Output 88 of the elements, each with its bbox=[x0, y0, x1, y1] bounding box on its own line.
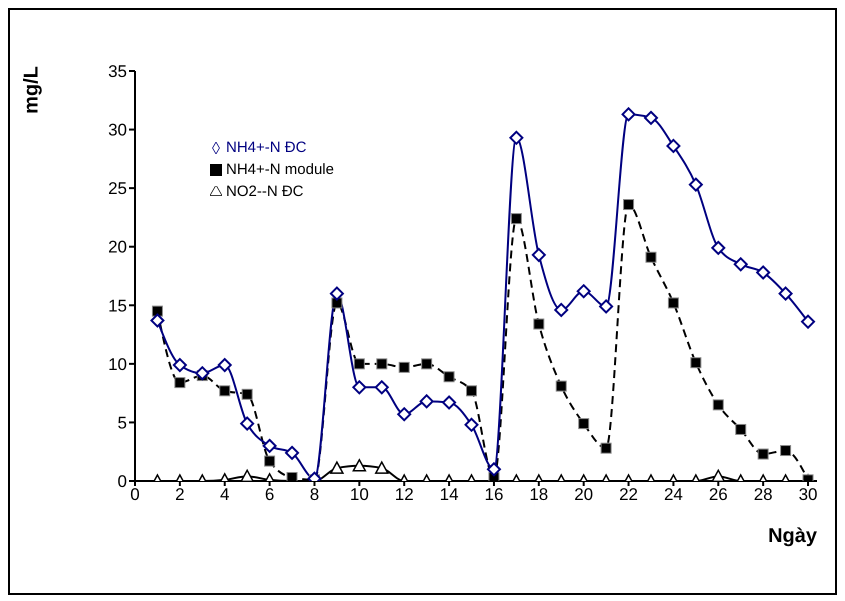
point bbox=[152, 306, 163, 317]
point bbox=[644, 110, 658, 125]
x-tick-label: 14 bbox=[440, 485, 459, 504]
point bbox=[735, 424, 746, 435]
point bbox=[421, 358, 432, 370]
point bbox=[734, 257, 748, 272]
point bbox=[623, 199, 634, 210]
x-tick-label: 18 bbox=[529, 485, 548, 504]
point bbox=[666, 138, 680, 153]
x-tick-label: 12 bbox=[394, 485, 414, 504]
x-tick-label: 0 bbox=[130, 485, 140, 504]
point bbox=[264, 456, 276, 467]
legend-label: NH4+-N ĐC bbox=[226, 139, 306, 156]
point bbox=[622, 107, 636, 122]
y-tick-label: 0 bbox=[118, 472, 127, 492]
y-tick-label: 20 bbox=[108, 238, 127, 257]
x-tick-label: 22 bbox=[619, 485, 638, 504]
point bbox=[195, 366, 210, 380]
point bbox=[711, 240, 726, 255]
point bbox=[668, 297, 679, 308]
legend-label: NO2--N ĐC bbox=[226, 183, 304, 200]
x-tick-label: 10 bbox=[350, 485, 369, 504]
point bbox=[780, 445, 792, 456]
point bbox=[218, 358, 232, 372]
point bbox=[352, 380, 366, 394]
point bbox=[486, 462, 501, 476]
point bbox=[756, 265, 770, 280]
point bbox=[712, 470, 726, 481]
x-tick-label: 16 bbox=[484, 485, 504, 504]
point bbox=[398, 362, 410, 373]
point bbox=[174, 377, 186, 388]
point bbox=[330, 461, 344, 474]
point bbox=[219, 385, 230, 396]
point bbox=[801, 314, 816, 329]
x-tick-label: 8 bbox=[310, 485, 320, 504]
y-tick-label: 30 bbox=[108, 120, 127, 140]
x-tick-label: 6 bbox=[264, 485, 274, 504]
point bbox=[690, 357, 702, 368]
point bbox=[444, 371, 455, 382]
point bbox=[532, 248, 546, 262]
point bbox=[150, 314, 164, 328]
y-tick-label: 35 bbox=[108, 62, 127, 82]
y-tick-label: 10 bbox=[108, 354, 127, 374]
point bbox=[242, 388, 253, 400]
x-axis-title: Ngày bbox=[768, 525, 817, 548]
point bbox=[376, 358, 388, 370]
point bbox=[420, 394, 434, 408]
point bbox=[778, 286, 793, 301]
point bbox=[533, 318, 544, 330]
point bbox=[330, 286, 344, 301]
point bbox=[576, 284, 591, 298]
point bbox=[510, 213, 522, 224]
point bbox=[554, 302, 568, 317]
x-tick-label: 4 bbox=[220, 485, 230, 504]
point bbox=[331, 297, 342, 308]
point bbox=[240, 470, 254, 481]
point bbox=[262, 438, 277, 453]
point bbox=[509, 130, 524, 145]
point bbox=[397, 407, 412, 422]
point bbox=[442, 396, 456, 410]
y-tick-label: 5 bbox=[118, 413, 127, 432]
x-tick-label: 2 bbox=[175, 485, 185, 504]
point bbox=[466, 385, 478, 396]
y-tick-label: 25 bbox=[108, 179, 127, 198]
point bbox=[600, 442, 612, 454]
point bbox=[556, 380, 567, 392]
point bbox=[240, 416, 254, 431]
x-tick-label: 28 bbox=[754, 485, 773, 504]
point bbox=[599, 299, 614, 314]
point bbox=[688, 178, 703, 192]
x-tick-label: 30 bbox=[798, 485, 818, 504]
point bbox=[712, 399, 724, 410]
y-tick-label: 15 bbox=[108, 296, 127, 316]
point bbox=[758, 448, 769, 460]
point bbox=[354, 358, 365, 370]
point bbox=[172, 358, 187, 372]
point bbox=[464, 418, 479, 432]
point bbox=[352, 459, 366, 472]
point bbox=[374, 380, 389, 394]
point bbox=[285, 446, 300, 460]
point bbox=[645, 252, 656, 263]
point bbox=[375, 461, 389, 474]
legend-label: NH4+-N module bbox=[226, 161, 334, 178]
x-tick-label: 24 bbox=[664, 485, 683, 504]
x-tick-label: 26 bbox=[708, 485, 728, 504]
point bbox=[578, 418, 590, 430]
y-axis-title: mg/L bbox=[20, 66, 44, 114]
x-tick-label: 20 bbox=[574, 485, 594, 504]
